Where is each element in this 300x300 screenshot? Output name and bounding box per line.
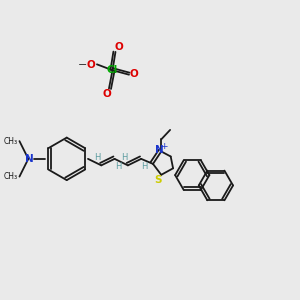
Text: N: N — [154, 145, 163, 155]
Text: CH₃: CH₃ — [4, 136, 18, 146]
Text: Cl: Cl — [107, 65, 118, 75]
Text: −: − — [77, 60, 87, 70]
Text: S: S — [154, 175, 162, 185]
Text: O: O — [102, 89, 111, 99]
Text: H: H — [115, 162, 121, 171]
Text: +: + — [160, 142, 168, 151]
Text: H: H — [141, 162, 147, 171]
Text: H: H — [94, 154, 101, 163]
Text: CH₃: CH₃ — [4, 172, 18, 181]
Text: H: H — [121, 154, 127, 163]
Text: O: O — [87, 60, 95, 70]
Text: N: N — [25, 154, 33, 164]
Text: O: O — [114, 42, 123, 52]
Text: O: O — [130, 69, 139, 79]
